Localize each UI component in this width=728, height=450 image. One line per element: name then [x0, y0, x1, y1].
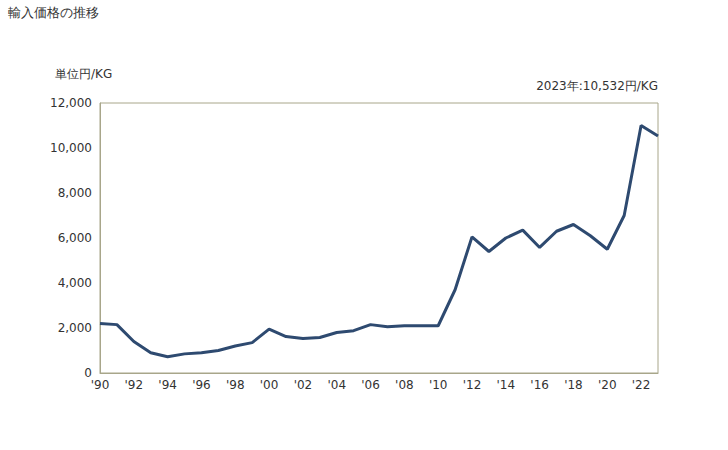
- svg-text:'20: '20: [598, 378, 617, 392]
- svg-text:'06: '06: [361, 378, 380, 392]
- svg-text:'04: '04: [327, 378, 346, 392]
- svg-text:'94: '94: [158, 378, 177, 392]
- svg-text:'22: '22: [632, 378, 651, 392]
- svg-text:8,000: 8,000: [58, 186, 92, 200]
- svg-text:'10: '10: [429, 378, 448, 392]
- svg-text:0: 0: [84, 366, 92, 380]
- svg-text:'12: '12: [463, 378, 482, 392]
- svg-text:'98: '98: [226, 378, 245, 392]
- svg-text:'92: '92: [125, 378, 144, 392]
- svg-text:12,000: 12,000: [50, 96, 92, 110]
- svg-text:単位円/KG: 単位円/KG: [55, 67, 112, 81]
- svg-text:4,000: 4,000: [58, 276, 92, 290]
- svg-text:'08: '08: [395, 378, 414, 392]
- svg-text:'90: '90: [91, 378, 110, 392]
- svg-text:2,000: 2,000: [58, 321, 92, 335]
- svg-text:'02: '02: [294, 378, 313, 392]
- svg-text:6,000: 6,000: [58, 231, 92, 245]
- svg-text:2023年:10,532円/KG: 2023年:10,532円/KG: [536, 79, 658, 93]
- svg-text:'00: '00: [260, 378, 279, 392]
- svg-text:'14: '14: [497, 378, 516, 392]
- svg-text:'18: '18: [564, 378, 583, 392]
- svg-text:10,000: 10,000: [50, 141, 92, 155]
- svg-text:'16: '16: [530, 378, 549, 392]
- svg-text:'96: '96: [192, 378, 211, 392]
- svg-text:輸入価格の推移: 輸入価格の推移: [8, 5, 99, 20]
